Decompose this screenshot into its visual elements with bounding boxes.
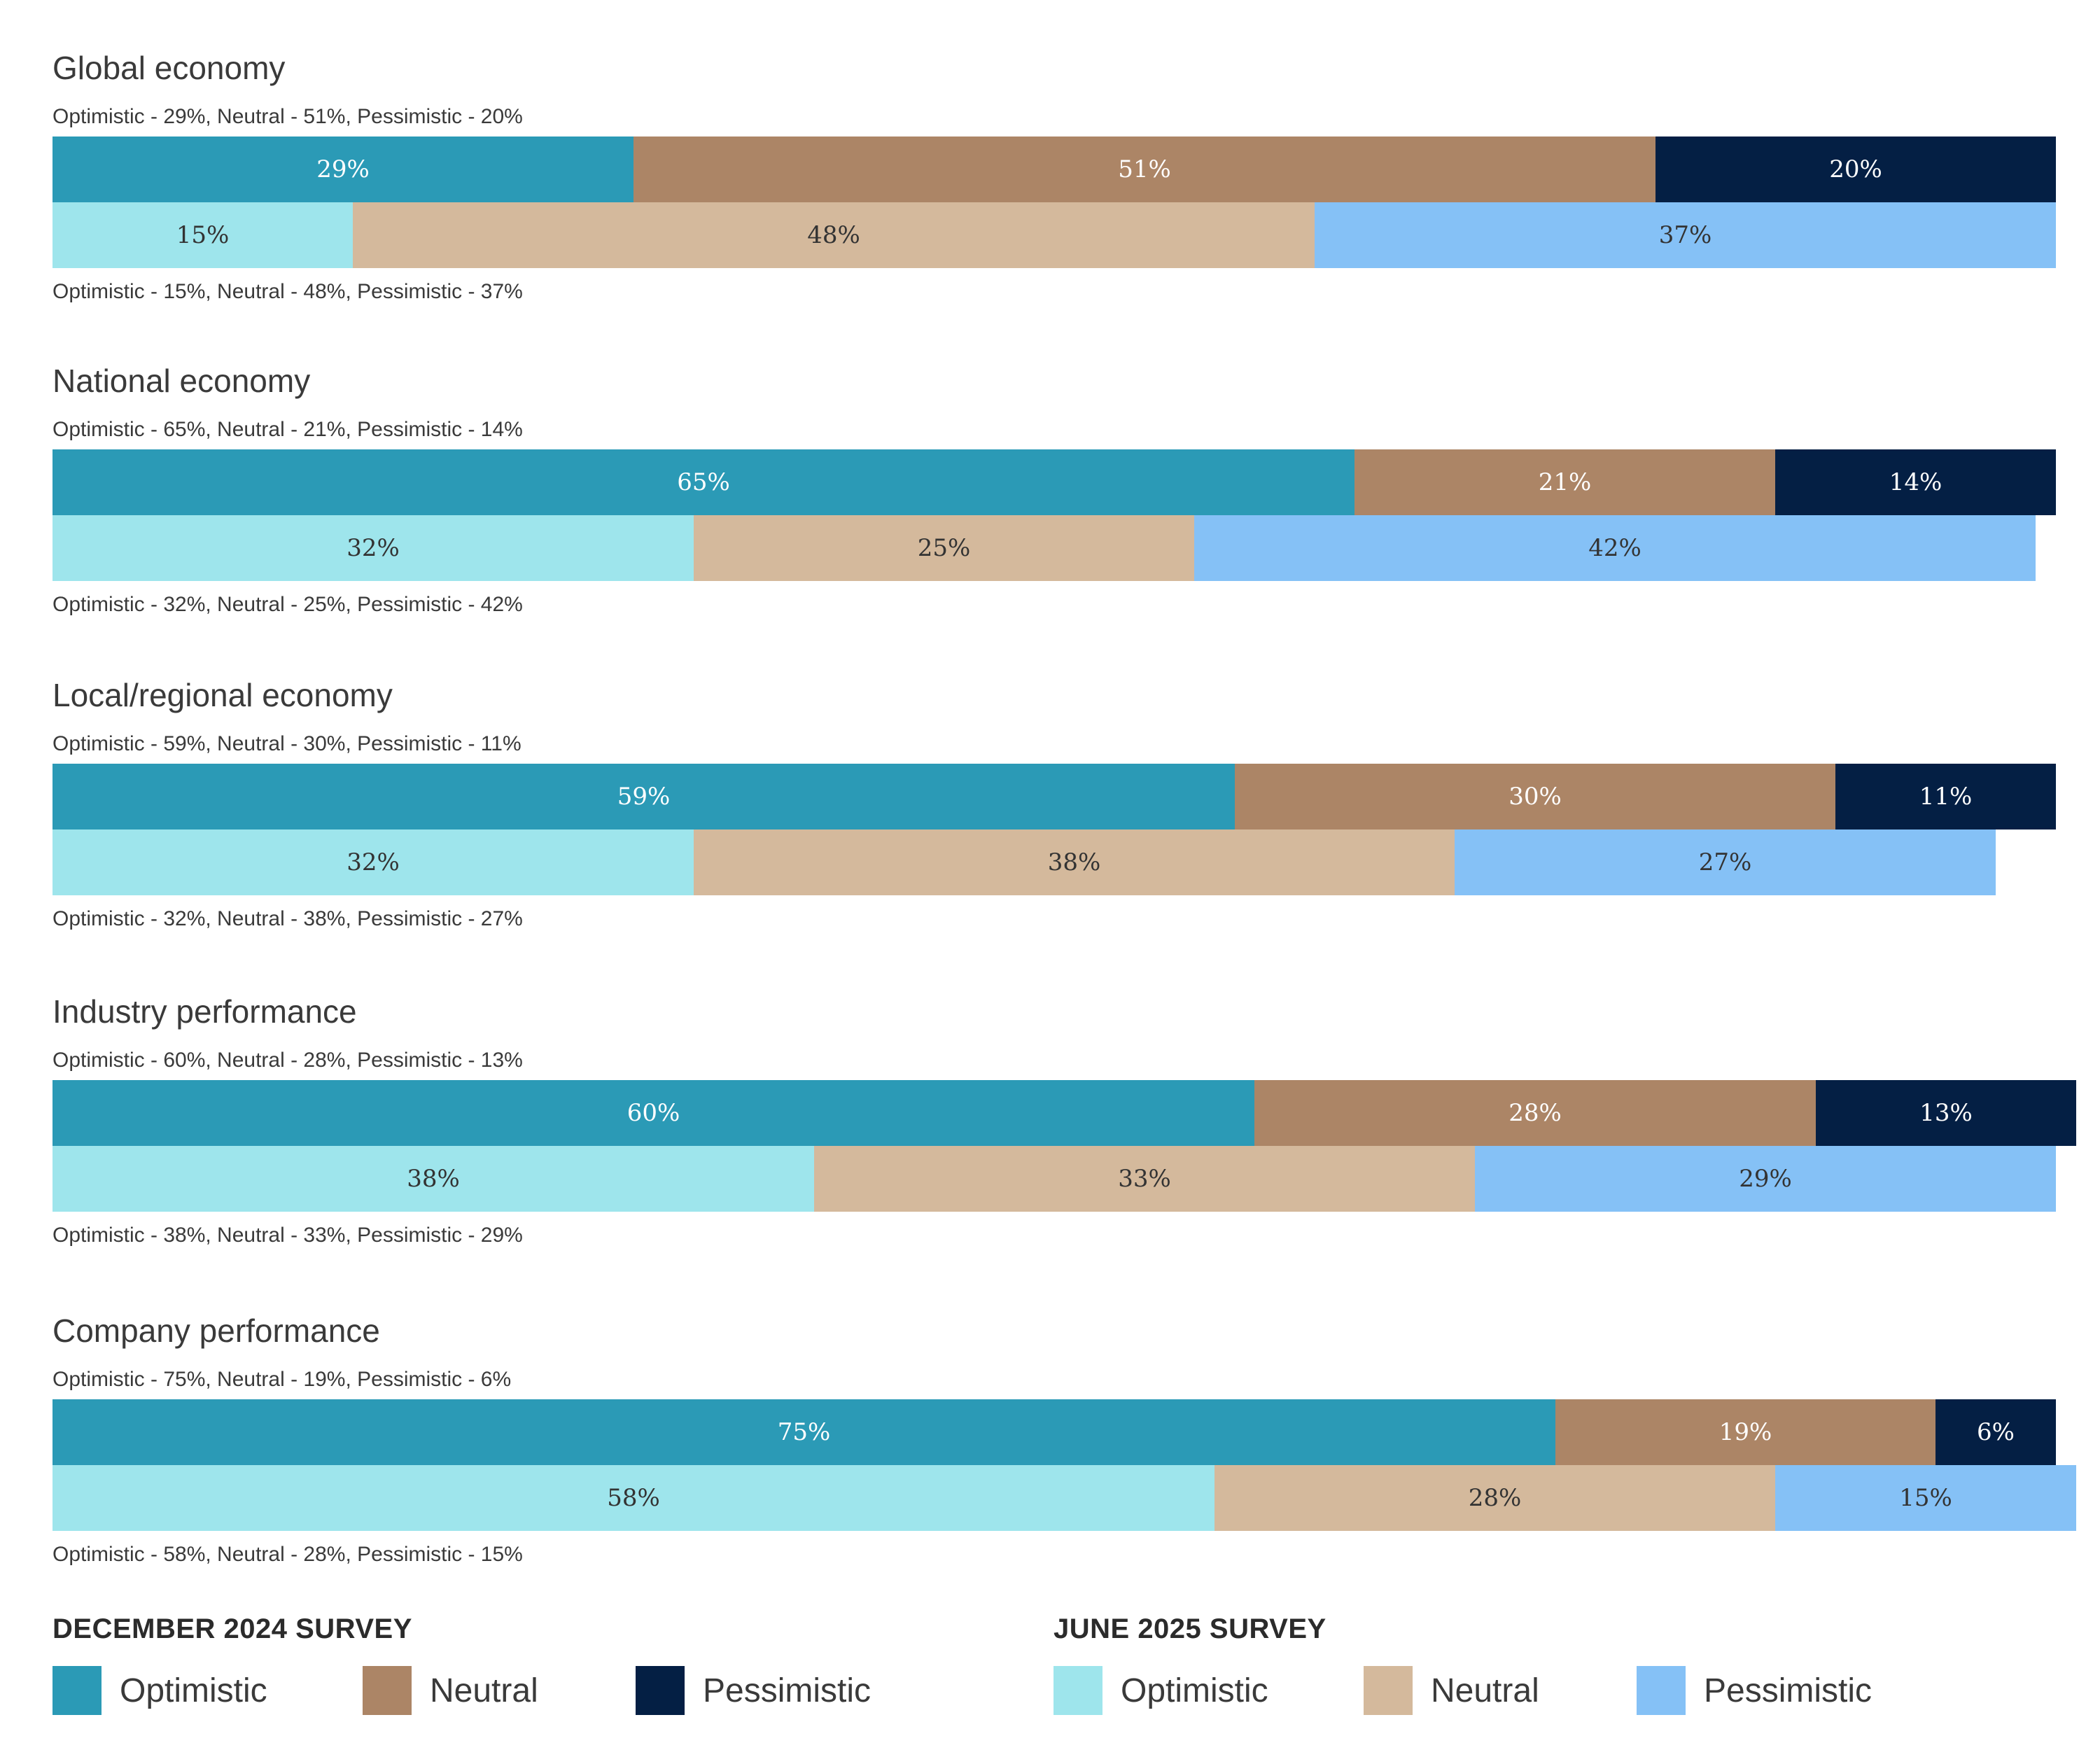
- bar-segment-dec2024-optimistic: 59%: [52, 764, 1235, 830]
- legend-item-jun2025-neutral: Neutral: [1364, 1666, 1539, 1715]
- legend-swatch-jun2025-optimistic: [1054, 1666, 1102, 1715]
- section-industry-performance: Industry performance Optimistic - 60%, Ne…: [52, 993, 2076, 1259]
- bar-segment-dec2024-neutral: 30%: [1235, 764, 1835, 830]
- bar-segment-dec2024-optimistic: 75%: [52, 1399, 1555, 1465]
- caption-jun2025: Optimistic - 15%, Neutral - 48%, Pessimi…: [52, 280, 523, 303]
- bar-row-dec2024: 65% 21% 14%: [52, 449, 2056, 515]
- section-global-economy: Global economy Optimistic - 29%, Neutral …: [52, 49, 2056, 315]
- section-local-regional-economy: Local/regional economy Optimistic - 59%, …: [52, 676, 2056, 942]
- section-title: National economy: [52, 363, 311, 399]
- section-company-performance: Company performance Optimistic - 75%, Neu…: [52, 1312, 2076, 1578]
- section-title: Global economy: [52, 50, 286, 86]
- bar-segment-dec2024-neutral: 28%: [1254, 1080, 1816, 1146]
- legend-label: Optimistic: [1121, 1672, 1268, 1709]
- caption-dec2024: Optimistic - 59%, Neutral - 30%, Pessimi…: [52, 732, 522, 755]
- caption-jun2025: Optimistic - 58%, Neutral - 28%, Pessimi…: [52, 1543, 523, 1566]
- bar-row-dec2024: 29% 51% 20%: [52, 136, 2056, 202]
- bar-segment-jun2025-neutral: 28%: [1214, 1465, 1775, 1531]
- legend-swatch-jun2025-pessimistic: [1637, 1666, 1686, 1715]
- legend-swatch-jun2025-neutral: [1364, 1666, 1413, 1715]
- legend-item-dec2024-optimistic: Optimistic: [52, 1666, 267, 1715]
- bar-segment-jun2025-optimistic: 58%: [52, 1465, 1214, 1531]
- bar-segment-jun2025-pessimistic: 42%: [1194, 515, 2036, 581]
- section-national-economy: National economy Optimistic - 65%, Neutra…: [52, 362, 2056, 628]
- bar-row-dec2024: 60% 28% 13%: [52, 1080, 2076, 1146]
- legend-item-dec2024-pessimistic: Pessimistic: [636, 1666, 871, 1715]
- legend-label: Neutral: [430, 1672, 538, 1709]
- legend: DECEMBER 2024 SURVEY Optimistic Neutral …: [52, 1614, 2056, 1718]
- caption-dec2024: Optimistic - 60%, Neutral - 28%, Pessimi…: [52, 1049, 523, 1072]
- caption-dec2024: Optimistic - 29%, Neutral - 51%, Pessimi…: [52, 105, 523, 128]
- bar-row-jun2025: 58% 28% 15%: [52, 1465, 2076, 1531]
- legend-swatch-dec2024-neutral: [363, 1666, 412, 1715]
- legend-label: Pessimistic: [1704, 1672, 1872, 1709]
- bar-segment-jun2025-optimistic: 38%: [52, 1146, 814, 1212]
- section-title: Industry performance: [52, 993, 357, 1030]
- legend-heading-jun2025: JUNE 2025 SURVEY: [1054, 1614, 1326, 1644]
- bar-row-dec2024: 75% 19% 6%: [52, 1399, 2056, 1465]
- caption-jun2025: Optimistic - 38%, Neutral - 33%, Pessimi…: [52, 1224, 523, 1247]
- legend-swatch-dec2024-pessimistic: [636, 1666, 685, 1715]
- bar-segment-dec2024-optimistic: 65%: [52, 449, 1354, 515]
- legend-swatch-dec2024-optimistic: [52, 1666, 102, 1715]
- bar-segment-jun2025-optimistic: 15%: [52, 202, 353, 268]
- bar-segment-dec2024-optimistic: 29%: [52, 136, 634, 202]
- legend-label: Neutral: [1431, 1672, 1539, 1709]
- caption-dec2024: Optimistic - 65%, Neutral - 21%, Pessimi…: [52, 418, 523, 441]
- bar-segment-jun2025-neutral: 25%: [694, 515, 1194, 581]
- bar-segment-jun2025-pessimistic: 27%: [1455, 830, 1996, 895]
- caption-jun2025: Optimistic - 32%, Neutral - 25%, Pessimi…: [52, 593, 523, 616]
- legend-label: Pessimistic: [703, 1672, 872, 1709]
- bar-segment-jun2025-pessimistic: 37%: [1315, 202, 2056, 268]
- section-title: Local/regional economy: [52, 677, 393, 713]
- legend-heading-dec2024: DECEMBER 2024 SURVEY: [52, 1614, 412, 1644]
- bar-segment-dec2024-neutral: 21%: [1354, 449, 1775, 515]
- bar-row-jun2025: 38% 33% 29%: [52, 1146, 2056, 1212]
- bar-segment-dec2024-pessimistic: 6%: [1935, 1399, 2056, 1465]
- bar-row-jun2025: 15% 48% 37%: [52, 202, 2056, 268]
- bar-segment-dec2024-optimistic: 60%: [52, 1080, 1254, 1146]
- legend-label: Optimistic: [120, 1672, 267, 1709]
- bar-segment-dec2024-pessimistic: 14%: [1775, 449, 2056, 515]
- caption-dec2024: Optimistic - 75%, Neutral - 19%, Pessimi…: [52, 1368, 512, 1391]
- bar-segment-jun2025-pessimistic: 29%: [1475, 1146, 2056, 1212]
- bar-segment-dec2024-pessimistic: 11%: [1835, 764, 2056, 830]
- bar-row-jun2025: 32% 25% 42%: [52, 515, 2056, 581]
- bar-segment-dec2024-pessimistic: 20%: [1656, 136, 2056, 202]
- legend-item-dec2024-neutral: Neutral: [363, 1666, 538, 1715]
- bar-segment-dec2024-neutral: 51%: [634, 136, 1656, 202]
- bar-segment-jun2025-neutral: 38%: [694, 830, 1455, 895]
- bar-segment-jun2025-pessimistic: 15%: [1775, 1465, 2076, 1531]
- bar-segment-dec2024-pessimistic: 13%: [1816, 1080, 2076, 1146]
- section-title: Company performance: [52, 1312, 380, 1349]
- bar-row-dec2024: 59% 30% 11%: [52, 764, 2056, 830]
- bar-segment-jun2025-optimistic: 32%: [52, 515, 694, 581]
- caption-jun2025: Optimistic - 32%, Neutral - 38%, Pessimi…: [52, 907, 523, 930]
- bar-row-jun2025: 32% 38% 27%: [52, 830, 2056, 895]
- bar-segment-jun2025-neutral: 48%: [353, 202, 1315, 268]
- bar-segment-jun2025-optimistic: 32%: [52, 830, 694, 895]
- legend-item-jun2025-optimistic: Optimistic: [1054, 1666, 1268, 1715]
- legend-item-jun2025-pessimistic: Pessimistic: [1637, 1666, 1872, 1715]
- bar-segment-jun2025-neutral: 33%: [814, 1146, 1475, 1212]
- bar-segment-dec2024-neutral: 19%: [1555, 1399, 1935, 1465]
